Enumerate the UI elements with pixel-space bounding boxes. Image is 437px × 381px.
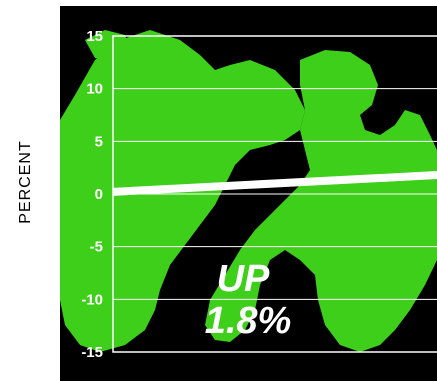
- y-tick-label: -15: [81, 344, 103, 361]
- series-line: [112, 171, 437, 196]
- y-tick-label: 15: [86, 28, 103, 45]
- y-tick-label: 0: [95, 186, 103, 203]
- y-axis-ticks: 15 10 5 0 -5 -10 -15: [81, 28, 103, 361]
- grid-lines: [112, 35, 437, 353]
- y-tick-label: 5: [95, 133, 103, 150]
- y-tick-label: 10: [86, 81, 103, 98]
- y-tick-label: -5: [90, 239, 103, 256]
- annotation-value-label: 1.8%: [205, 300, 292, 342]
- y-axis-title: PERCENT: [17, 140, 34, 223]
- annotation-up-label: UP: [217, 258, 270, 300]
- y-tick-label: -10: [81, 291, 103, 308]
- series-line-layer: [112, 171, 437, 196]
